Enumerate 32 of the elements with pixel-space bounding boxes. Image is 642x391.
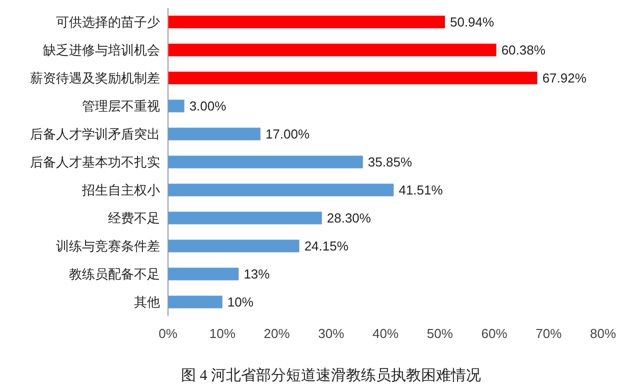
- x-tick-label: 80%: [590, 326, 616, 341]
- y-tick-label: 经费不足: [108, 210, 160, 226]
- x-tick-label: 20%: [264, 326, 290, 341]
- x-tick-label: 50%: [426, 326, 454, 341]
- y-tick-label: 管理层不重视: [82, 98, 160, 114]
- data-label: 28.30%: [326, 210, 372, 226]
- y-tick-label: 缺乏进修与培训机会: [43, 42, 160, 58]
- x-tick-label: 70%: [536, 326, 562, 341]
- data-label: 67.92%: [542, 70, 587, 86]
- y-tick-label: 薪资待遇及奖励机制差: [30, 70, 160, 86]
- data-label: 17.00%: [265, 126, 310, 142]
- data-label: 41.51%: [398, 182, 444, 198]
- data-label: 24.15%: [304, 238, 349, 254]
- x-tick-label: 10%: [209, 326, 236, 341]
- data-label: 60.38%: [501, 42, 546, 58]
- y-tick-label: 教练员配备不足: [69, 266, 160, 282]
- data-label: 50.94%: [450, 14, 495, 30]
- data-label: 10%: [227, 294, 254, 310]
- y-tick-label: 训练与竞赛条件差: [56, 238, 160, 254]
- text: 图 4 河北省部分短道速滑教练员执教困难情况: [181, 367, 481, 384]
- x-tick-label: 30%: [318, 326, 345, 341]
- y-tick-label: 招生自主权小: [81, 182, 160, 198]
- y-tick-label: 后备人才基本功不扎实: [30, 154, 160, 170]
- data-label: 13%: [244, 266, 270, 282]
- x-tick-label: 40%: [372, 326, 399, 341]
- data-label: 35.85%: [368, 154, 412, 170]
- x-tick-label: 60%: [481, 326, 508, 341]
- y-tick-label: 可供选择的苗子少: [56, 14, 160, 30]
- data-label: 3.00%: [189, 98, 227, 114]
- y-tick-label: 后备人才学训矛盾突出: [30, 126, 160, 142]
- x-tick-label: 0%: [158, 326, 178, 341]
- y-tick-label: 其他: [134, 294, 160, 310]
